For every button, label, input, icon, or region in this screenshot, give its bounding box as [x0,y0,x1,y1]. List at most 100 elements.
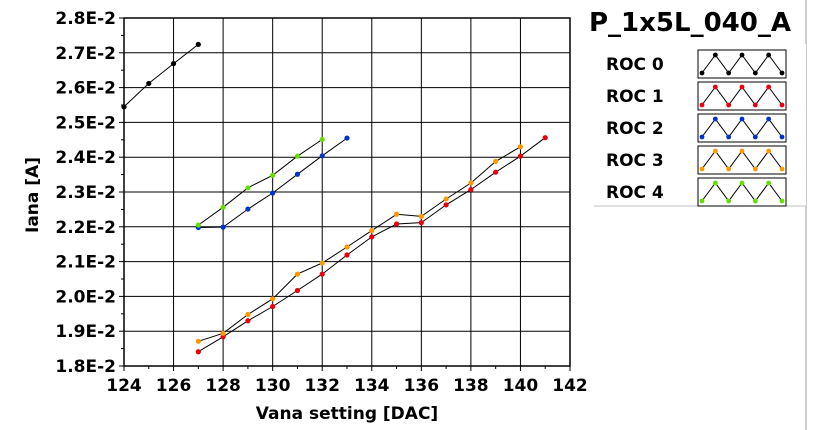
legend-swatch-point [779,102,785,108]
x-axis-ticks: 124 126 128 130 132 134 136 138 140 142 [106,366,588,396]
y-axis-title: Iana [A] [23,157,43,233]
data-point [393,221,400,227]
data-point [517,153,524,159]
legend-swatch-point [739,148,745,154]
y-tick-label: 2.5E-2 [55,113,116,133]
legend-swatch-point [779,134,785,140]
legend-swatch-point [726,134,732,140]
data-point [319,271,325,277]
data-point [517,144,524,150]
y-tick-label: 2.1E-2 [55,253,116,273]
data-point [245,318,251,324]
x-tick-label: 124 [106,376,142,396]
x-tick-label: 138 [453,376,489,396]
y-tick-label: 2.4E-2 [55,148,116,168]
data-point [195,222,201,228]
legend-swatch-point [712,148,718,154]
y-tick-label: 1.8E-2 [55,357,116,377]
y-axis-ticks: 1.8E-2 1.9E-2 2.0E-2 2.1E-2 2.2E-2 2.3E-2 2.4E… [55,9,124,377]
legend-swatch-point [699,102,705,108]
series-line [198,146,521,342]
legend-swatch-point [766,116,772,122]
x-tick-label: 134 [354,376,390,396]
x-tick-label: 136 [404,376,440,396]
legend-swatch-point [779,70,785,76]
data-point [220,224,226,230]
data-point [369,228,375,234]
data-point [121,104,127,110]
legend-swatch-point [779,198,785,204]
x-tick-label: 140 [503,376,539,396]
legend-swatch-point [739,84,745,90]
legend-swatch-point [712,84,718,90]
data-point [319,153,325,159]
data-point [493,158,499,164]
data-point [245,185,251,191]
y-tick-label: 2.2E-2 [55,218,116,238]
legend-swatch-point [739,52,745,58]
x-tick-label: 142 [552,376,588,396]
data-point [195,349,201,355]
data-point [245,311,251,318]
y-tick-label: 2.7E-2 [55,44,116,64]
legend-label: ROC 3 [606,151,664,171]
legend-swatch-point [726,102,732,108]
legend-swatch-point [699,198,705,204]
legend-swatch-point [739,180,745,186]
legend-swatch-point [766,52,772,58]
series-1 [195,135,548,355]
legend-swatch-point [739,116,745,122]
data-point [443,196,449,202]
legend-label: ROC 0 [606,55,664,75]
legend-swatch-point [712,52,718,58]
legend-swatch-point [752,70,758,76]
series-line [123,44,199,108]
legend-swatch-point [779,166,785,172]
legend-item: ROC 2 [606,113,787,143]
data-point [418,220,424,226]
legend-item: ROC 3 [606,145,787,175]
data-point [369,234,375,240]
y-tick-label: 2.6E-2 [55,79,116,99]
legend-label: ROC 4 [606,183,664,203]
data-point [468,180,474,186]
data-point [170,60,177,67]
data-point [195,41,201,48]
data-point [270,172,276,178]
series-line [198,139,323,226]
data-point [195,338,201,344]
data-point [344,244,350,250]
x-axis-title: Vana setting [DAC] [256,404,438,424]
data-point [542,135,548,141]
series-0 [121,41,201,110]
series-3 [195,144,524,344]
legend-swatch-point [699,166,705,172]
data-point [220,204,226,210]
data-point [270,296,276,302]
legend-item: ROC 1 [606,81,787,111]
y-tick-label: 2.8E-2 [55,9,116,29]
x-tick-label: 126 [156,376,192,396]
legend-label: ROC 1 [606,87,664,107]
data-point [344,252,350,258]
data-point [270,303,276,310]
data-point [294,287,301,294]
data-point [493,169,499,175]
data-point [468,186,474,193]
y-tick-label: 1.9E-2 [55,322,116,342]
data-point [418,213,424,219]
data-point [270,190,276,196]
legend-swatch-point [712,180,718,186]
x-tick-label: 128 [205,376,241,396]
legend-swatch-point [752,198,758,204]
legend-swatch-point [726,166,732,172]
legend-label: ROC 2 [606,119,664,139]
y-tick-label: 2.0E-2 [55,287,116,307]
legend-swatch-point [752,134,758,140]
legend-item: ROC 0 [606,49,787,79]
data-point [393,211,400,217]
grid [123,17,571,367]
legend-swatch-point [699,70,705,76]
legend-swatch-point [752,166,758,172]
